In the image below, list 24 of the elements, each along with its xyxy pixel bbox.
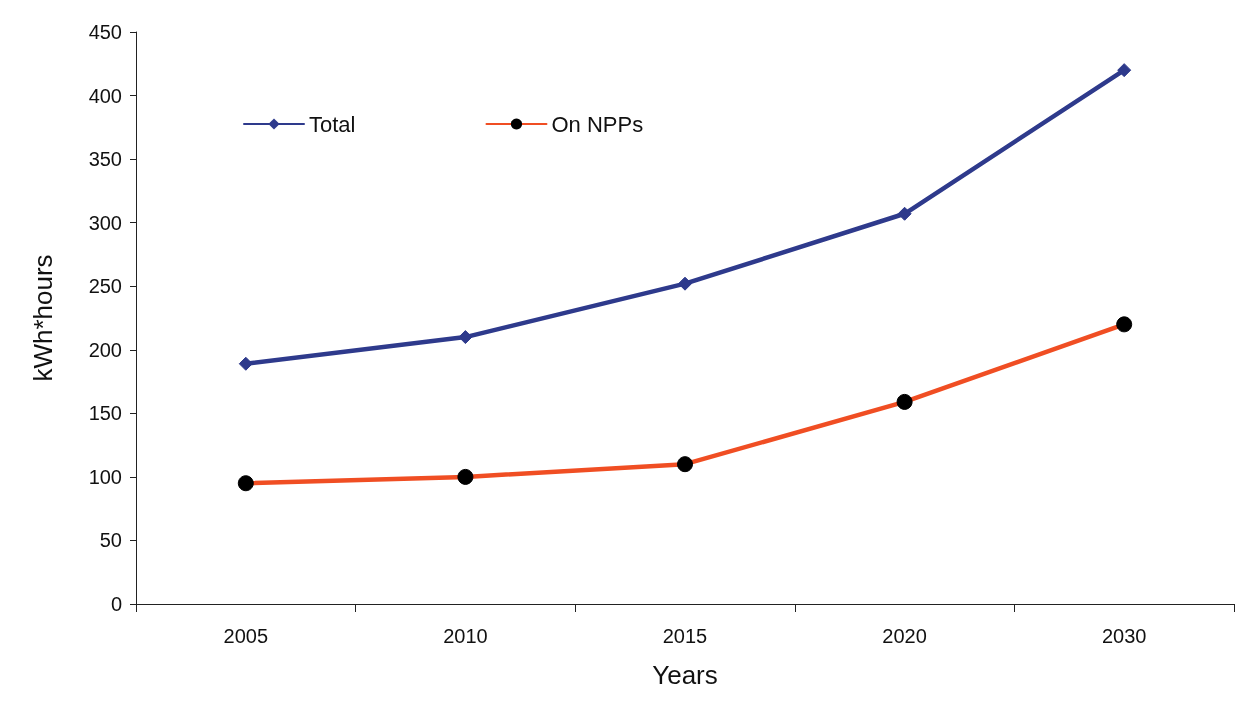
y-tick-label: 450 [88, 21, 122, 43]
y-tick-label: 200 [88, 338, 122, 361]
x-tick-label: 2005 [223, 625, 269, 647]
x-axis-title: Years [652, 660, 718, 690]
x-tick-label: 2015 [662, 625, 708, 647]
point [897, 206, 912, 221]
legend-label: Total [309, 111, 356, 137]
x-tick-label: 2020 [882, 625, 927, 647]
y-tick-label: 100 [88, 465, 122, 488]
y-tick-label: 400 [88, 84, 122, 107]
y-tick-label: 0 [110, 593, 122, 615]
legend-label: On NPPs [551, 111, 644, 137]
x-tick-label: 2030 [1101, 625, 1147, 647]
point [1117, 63, 1132, 78]
y-tick-label: 300 [88, 211, 122, 234]
y-tick-label: 250 [88, 275, 122, 298]
y-tick-label: 150 [88, 402, 122, 425]
y-axis-title: kWh*hours [28, 254, 58, 382]
y-tick-label: 350 [88, 148, 122, 171]
x-tick-label: 2010 [443, 625, 488, 647]
point [238, 356, 253, 371]
y-tick-label: 50 [99, 529, 122, 552]
point [458, 330, 473, 345]
point [678, 276, 692, 291]
